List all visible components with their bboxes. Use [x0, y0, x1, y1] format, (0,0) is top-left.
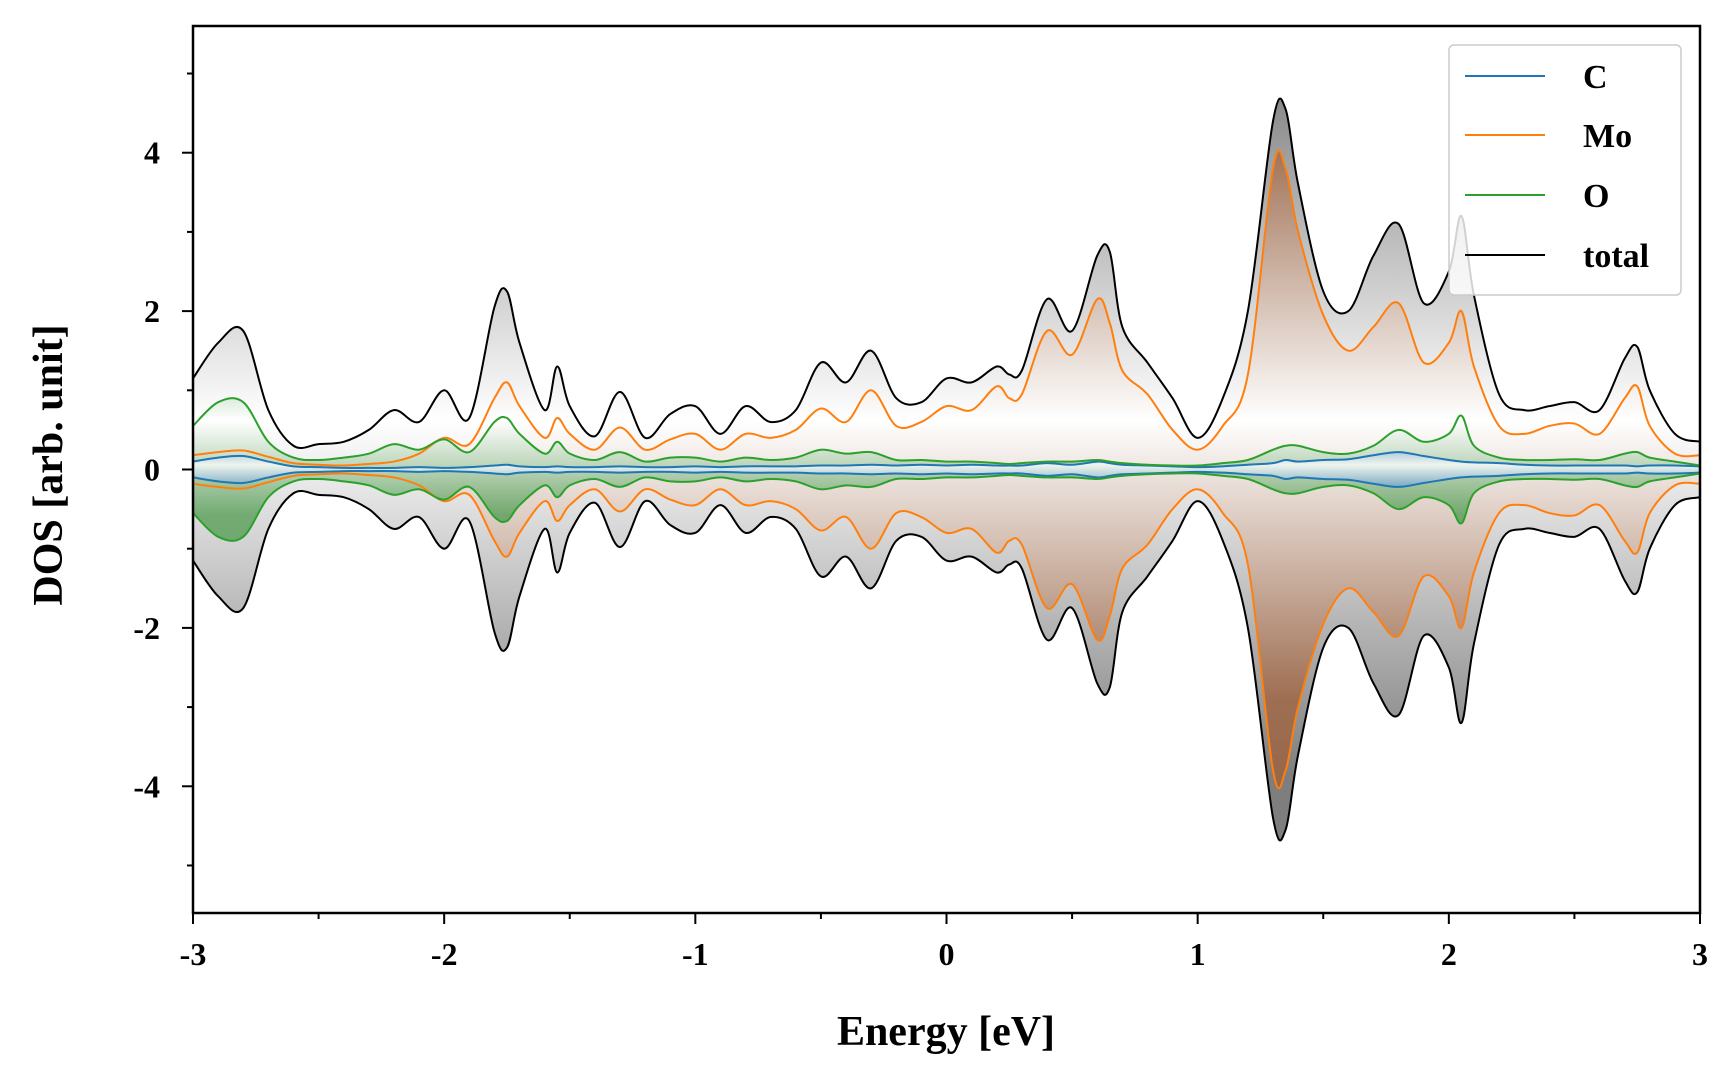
x-tick-label: -1 — [682, 936, 709, 972]
series-line-o-down — [193, 472, 1700, 542]
legend-box — [1448, 44, 1682, 296]
y-tick-label: 0 — [144, 452, 160, 488]
y-axis: -4 -2 0 2 4 — [133, 72, 193, 867]
legend-label-o: O — [1583, 178, 1609, 215]
x-tick-label: 2 — [1441, 936, 1457, 972]
legend-label-mo: Mo — [1583, 118, 1632, 155]
y-tick-label: -2 — [133, 610, 160, 646]
x-tick-label: 0 — [939, 936, 955, 972]
x-axis: -3 -2 -1 0 1 2 3 — [180, 913, 1708, 972]
series-line-mo-down — [193, 472, 1700, 790]
x-tick-label: -3 — [180, 936, 207, 972]
legend-label-c: C — [1583, 59, 1608, 96]
series-line-o-up — [193, 397, 1700, 467]
series-line-c-up — [193, 451, 1700, 469]
y-axis-title: DOS [arb. unit] — [26, 324, 72, 605]
series-line-c-down — [193, 470, 1700, 488]
y-tick-label: 2 — [144, 293, 160, 329]
x-tick-label: -2 — [431, 936, 458, 972]
y-tick-label: 4 — [144, 135, 160, 171]
y-tick-label: -4 — [133, 768, 160, 804]
legend-label-total: total — [1583, 238, 1649, 275]
legend: C Mo O total — [1448, 44, 1682, 296]
plot-area — [193, 97, 1700, 842]
series-line-total-down — [193, 490, 1700, 842]
x-tick-label: 1 — [1190, 936, 1206, 972]
x-tick-label: 3 — [1692, 936, 1708, 972]
x-axis-title: Energy [eV] — [837, 1009, 1055, 1055]
series-line-mo-up — [193, 149, 1700, 467]
